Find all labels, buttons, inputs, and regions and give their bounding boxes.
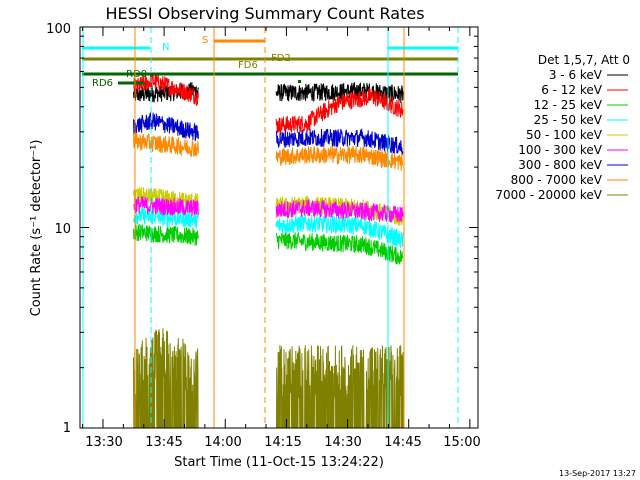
series-line-7-0 bbox=[133, 132, 199, 157]
legend-label-4: 50 - 100 keV bbox=[526, 128, 603, 142]
series-7 bbox=[133, 132, 404, 171]
x-axis-label: Start Time (11-Oct-15 13:24:22) bbox=[174, 455, 384, 470]
y-tick-label-1: 1 bbox=[63, 421, 71, 436]
legend-label-3: 25 - 50 keV bbox=[534, 113, 603, 127]
legend-label-8: 7000 - 20000 keV bbox=[495, 188, 602, 202]
legend-label-7: 800 - 7000 keV bbox=[511, 173, 603, 187]
flag-label-rd6: RD6 bbox=[92, 78, 113, 89]
x-axis bbox=[82, 27, 471, 428]
flag-label-n: N bbox=[162, 42, 169, 53]
y-tick-label-100: 100 bbox=[46, 22, 71, 37]
footer-timestamp: 13-Sep-2017 13:27 bbox=[559, 469, 636, 478]
series-line-3-1 bbox=[275, 214, 404, 249]
series-5 bbox=[133, 196, 404, 223]
x-tick-label-1430: 14:30 bbox=[324, 435, 361, 450]
series-line-2-0 bbox=[133, 223, 199, 246]
flag-layer: N S FD2 FD6 RD0 RD6 bbox=[82, 35, 458, 89]
series-6 bbox=[133, 112, 404, 155]
series-layer bbox=[133, 72, 404, 429]
flag-label-s: S bbox=[202, 35, 208, 46]
flag-label-fd2: FD2 bbox=[271, 53, 291, 64]
x-tick-label-1400: 14:00 bbox=[204, 435, 241, 450]
series-line-6-1 bbox=[275, 128, 404, 155]
chart-title: HESSI Observing Summary Count Rates bbox=[105, 4, 424, 23]
x-tick-label-1330: 13:30 bbox=[85, 435, 122, 450]
x-tick-label-1415: 14:15 bbox=[264, 435, 301, 450]
x-tick-label-1445: 14:45 bbox=[384, 435, 421, 450]
series-line-3-0 bbox=[133, 206, 199, 229]
legend-label-6: 300 - 800 keV bbox=[518, 158, 602, 172]
series-line-5-1 bbox=[275, 199, 404, 223]
y-axis bbox=[80, 35, 478, 429]
flag-label-rd0: RD0 bbox=[126, 69, 147, 80]
interval-lines bbox=[82, 27, 459, 428]
legend-label-0: 3 - 6 keV bbox=[549, 68, 603, 82]
legend-header: Det 1,5,7, Att 0 bbox=[538, 53, 630, 67]
series-3 bbox=[133, 206, 404, 249]
series-line-5-0 bbox=[133, 196, 199, 217]
series-line-4-0 bbox=[133, 187, 199, 210]
series-line-0-0 bbox=[133, 82, 199, 103]
y-tick-label-10: 10 bbox=[54, 222, 71, 237]
x-tick-label-1500: 15:00 bbox=[443, 435, 480, 450]
x-tick-label-1345: 13:45 bbox=[145, 435, 182, 450]
flag-label-fd6: FD6 bbox=[238, 60, 258, 71]
series-line-1-1 bbox=[275, 87, 404, 136]
series-line-2-1 bbox=[275, 231, 404, 265]
legend-label-1: 6 - 12 keV bbox=[541, 83, 603, 97]
y-axis-label: Count Rate (s⁻¹ detector⁻¹) bbox=[29, 140, 44, 317]
series-1 bbox=[133, 72, 404, 136]
series-line-1-0 bbox=[133, 72, 199, 106]
series-line-6-0 bbox=[133, 112, 199, 142]
series-2 bbox=[133, 223, 404, 265]
flag-marker-rd6 bbox=[298, 80, 301, 83]
series-line-7-1 bbox=[275, 145, 404, 171]
legend-label-5: 100 - 300 keV bbox=[518, 143, 602, 157]
legend-label-2: 12 - 25 keV bbox=[534, 98, 603, 112]
